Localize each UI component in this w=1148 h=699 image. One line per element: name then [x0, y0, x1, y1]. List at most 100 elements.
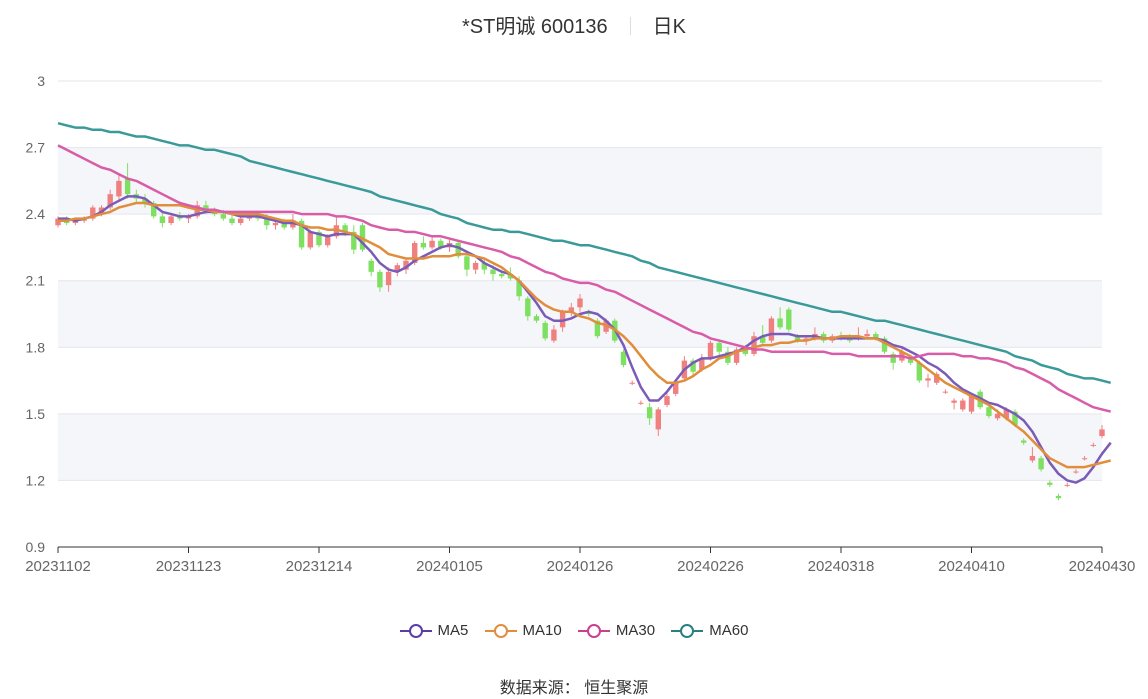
x-tick-label: 20240226 — [677, 558, 744, 575]
candle-body — [925, 378, 931, 381]
candle-body — [1021, 440, 1027, 443]
candle-body — [664, 396, 670, 405]
candle-body — [124, 178, 131, 195]
candle-body — [1003, 409, 1009, 419]
y-tick-label: 1.5 — [26, 406, 46, 422]
candle-body — [638, 402, 644, 404]
legend-item-ma10[interactable]: MA10 — [484, 622, 562, 639]
candle-body — [455, 242, 461, 257]
candle-body — [351, 231, 357, 250]
candle-body — [646, 407, 653, 419]
ma60-legend-icon — [671, 623, 704, 638]
candle-body — [655, 409, 661, 430]
candle-body — [542, 322, 548, 339]
candle-body — [1081, 458, 1088, 460]
grid-band — [58, 413, 1102, 481]
candle-body — [951, 400, 957, 403]
candle-body — [159, 216, 166, 224]
candle-body — [1029, 456, 1036, 461]
candle-body — [229, 218, 235, 224]
candle-body — [499, 274, 505, 277]
candle-body — [760, 336, 766, 343]
chart-title: *ST明诚 600136 日K — [0, 10, 1148, 39]
legend-label-ma30: MA30 — [615, 622, 656, 639]
candle-body — [394, 265, 400, 272]
candle-body — [916, 362, 922, 381]
candle-body — [142, 198, 148, 204]
candle-body — [464, 256, 470, 270]
candle-body — [890, 353, 896, 363]
candle-body — [481, 262, 487, 270]
candle-body — [942, 391, 949, 393]
candle-body — [90, 207, 96, 219]
candle-body — [986, 407, 992, 417]
candle-body — [525, 298, 531, 317]
legend-label-ma60: MA60 — [709, 622, 749, 639]
candle-body — [438, 240, 444, 248]
y-tick-label: 2.1 — [26, 273, 46, 289]
grid-band — [58, 147, 1102, 215]
candle-body — [107, 194, 113, 208]
series-line-ma30 — [57, 144, 1112, 413]
x-tick-label: 20240430 — [1069, 558, 1136, 575]
candle-body — [960, 400, 966, 410]
candle-body — [490, 269, 496, 275]
series-line-ma60 — [57, 121, 1112, 385]
candle-body — [786, 309, 792, 330]
candle-body — [934, 373, 940, 383]
candle-body — [168, 216, 174, 224]
candle-body — [429, 240, 435, 248]
legend-item-ma5[interactable]: MA5 — [399, 622, 468, 639]
x-tick-label: 20240410 — [938, 558, 1005, 575]
period-label: 日K — [652, 16, 686, 38]
candle-body — [281, 223, 287, 228]
candle-body — [716, 342, 722, 352]
candle-body — [594, 320, 601, 337]
legend-item-ma60[interactable]: MA60 — [671, 622, 748, 639]
candle-body — [551, 329, 557, 341]
title-divider — [629, 17, 631, 35]
y-tick-label: 2.4 — [26, 206, 46, 222]
candle-body — [1099, 429, 1105, 437]
candle-body — [342, 225, 348, 232]
x-tick-label: 20231123 — [156, 558, 222, 575]
candle-body — [507, 274, 514, 279]
candle-body — [1064, 484, 1070, 486]
candle-body — [116, 180, 122, 197]
x-tick-label: 20231214 — [286, 558, 353, 575]
candle-body — [238, 218, 244, 224]
candle-body — [777, 318, 783, 328]
candle-body — [1012, 411, 1018, 425]
candle-body — [151, 203, 157, 217]
x-tick-label: 20240126 — [547, 558, 614, 575]
data-source: 数据来源： 恒生聚源 — [499, 680, 649, 697]
candle-body — [620, 351, 627, 366]
y-tick-label: 1.8 — [26, 339, 46, 355]
candle-body — [377, 271, 383, 288]
candle-body — [533, 316, 540, 321]
candle-body — [472, 262, 479, 270]
candle-body — [690, 360, 696, 372]
candle-body — [307, 231, 313, 248]
candle-body — [794, 336, 801, 341]
candle-body — [1038, 458, 1044, 470]
ma5-legend-icon — [399, 623, 432, 638]
candlestick-chart: 3 2.7 2.4 2.1 1.8 1.5 1.2 0.9 20231102 20231123 20… — [25, 73, 1136, 575]
ma10-legend-icon — [484, 623, 517, 638]
y-tick-label: 3 — [37, 73, 45, 89]
candle-body — [673, 382, 679, 394]
candle-body — [907, 358, 914, 363]
candle-body — [873, 333, 879, 339]
candle-body — [968, 396, 975, 412]
legend-item-ma30[interactable]: MA30 — [577, 622, 656, 639]
candle-body — [264, 218, 270, 226]
y-tick-label: 1.2 — [26, 472, 46, 488]
legend-label-ma10: MA10 — [522, 622, 562, 639]
candle-body — [864, 333, 870, 337]
stock-title: *ST明诚 600136 — [462, 16, 608, 38]
candle-body — [699, 358, 705, 370]
candle-body — [316, 231, 322, 246]
candle-body — [1055, 495, 1062, 499]
candle-body — [325, 236, 331, 246]
x-tick-label: 20231102 — [25, 558, 91, 575]
